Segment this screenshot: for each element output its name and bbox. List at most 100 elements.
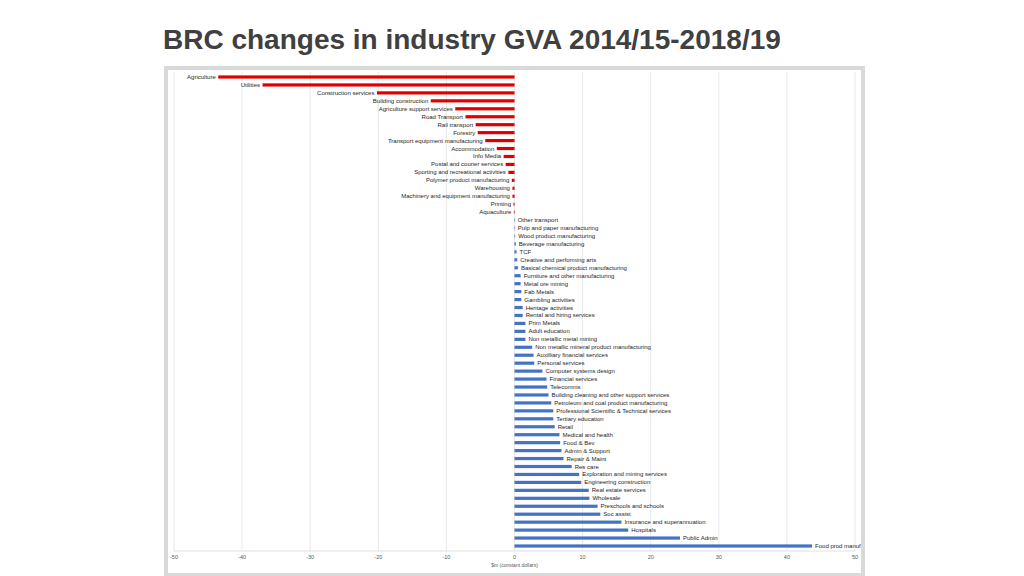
category-label: Heritage activities (526, 305, 573, 311)
grid-line (855, 72, 856, 551)
grid-line (786, 72, 787, 551)
bar (515, 377, 547, 380)
axis-title: $m (constant dollars) (491, 562, 538, 568)
category-label: Professional Scientific & Technical serv… (556, 408, 671, 414)
category-label: TCF (520, 249, 532, 255)
category-label: Hospitals (631, 527, 656, 533)
category-label: Food & Bev (563, 440, 594, 446)
category-label: Repair & Maint (567, 456, 607, 462)
tick-label: 50 (852, 554, 858, 560)
category-label: Computer systems design (545, 368, 614, 374)
bar (508, 171, 514, 174)
category-label: Road Transport (422, 114, 464, 120)
grid (174, 72, 855, 551)
category-label: Metal ore mining (524, 281, 568, 287)
category-label: Agriculture support services (379, 106, 453, 112)
tick-label: -40 (238, 554, 246, 560)
category-label: Telecomms (550, 384, 580, 390)
tick-label: -30 (306, 554, 314, 560)
bar (515, 401, 552, 404)
bar (506, 163, 515, 166)
category-label: Furniture and other manufacturing (524, 273, 615, 279)
category-label: Adult education (528, 328, 569, 334)
bar (512, 179, 515, 182)
category-label: Sporting and recreational activities (414, 169, 506, 175)
category-label: Utilities (241, 82, 260, 88)
bar (513, 211, 515, 214)
bar (515, 338, 526, 341)
title: BRC changes in industry GVA 2014/15-2018… (163, 24, 781, 55)
tick-label: -50 (170, 554, 178, 560)
chart-frame (166, 68, 863, 575)
bar (478, 131, 515, 134)
bar (515, 250, 517, 253)
grid-line (446, 72, 447, 551)
category-label: Res care (575, 464, 600, 470)
tick-label: 30 (716, 554, 722, 560)
category-label: Creative and performing arts (520, 257, 596, 263)
category-label: Printing (491, 201, 511, 207)
category-label: Agriculture (187, 74, 216, 80)
category-label: Building cleaning and other support serv… (552, 392, 670, 398)
bar (512, 187, 514, 190)
bar (515, 513, 601, 516)
bar (515, 274, 521, 277)
category-label: Exploration and mining services (582, 471, 667, 477)
category-label: Rail transport (437, 122, 473, 128)
category-label: Insurance and superannuation (624, 519, 705, 525)
category-label: Construction services (317, 90, 374, 96)
grid-line (310, 72, 311, 551)
category-label: Beverage manufacturing (519, 241, 584, 247)
category-label: Petroleum and coal product manufacturing (554, 400, 667, 406)
category-label: Postal and courier services (431, 161, 503, 167)
bar (515, 457, 564, 460)
bar (515, 385, 548, 388)
category-label: Preschools and schools (601, 503, 664, 509)
bar (485, 139, 514, 142)
grid-line (378, 72, 379, 551)
x-axis (174, 551, 855, 552)
category-label: Tertiary education (556, 416, 603, 422)
tick-label: 0 (513, 554, 516, 560)
bar (513, 203, 514, 206)
bar (515, 409, 554, 412)
bar (504, 155, 515, 158)
category-label: Personal services (537, 360, 584, 366)
grid-line (514, 72, 515, 551)
bar (515, 346, 533, 349)
bar (515, 306, 523, 309)
category-label: Basical chemical product manufacturing (521, 265, 627, 271)
bar (515, 362, 535, 365)
bar (515, 497, 590, 500)
bar (218, 75, 514, 78)
bars (218, 75, 812, 547)
tick-label: -10 (442, 554, 450, 560)
bar (515, 258, 518, 261)
bar (515, 473, 580, 476)
bar (515, 322, 526, 325)
category-label: Gambling activities (524, 297, 574, 303)
category-label: Transport equipment manufacturing (388, 138, 483, 144)
bar (515, 544, 813, 547)
bar (455, 107, 514, 110)
bar (431, 99, 515, 102)
bar (515, 481, 582, 484)
bar (515, 425, 555, 428)
category-label: Polymer product manufacturing (426, 177, 509, 183)
category-label: Warehousing (475, 185, 510, 191)
category-label: Info Media (473, 153, 502, 159)
category-labels: Agriculture Utilities Construction service… (187, 74, 861, 549)
bar (515, 370, 543, 373)
category-label: Aquaculture (479, 209, 512, 215)
bar (515, 266, 518, 269)
bar (515, 465, 572, 468)
tick-label: 20 (648, 554, 654, 560)
category-label: Other transport (518, 217, 559, 223)
grid-line (718, 72, 719, 551)
chart: BRC changes in industry GVA 2014/15-2018… (0, 0, 1024, 576)
category-label: Admin & Support (564, 448, 610, 454)
grid-line (650, 72, 651, 551)
category-label: Machinery and equipment manufacturing (401, 193, 510, 199)
bar (515, 489, 589, 492)
bar (515, 505, 598, 508)
